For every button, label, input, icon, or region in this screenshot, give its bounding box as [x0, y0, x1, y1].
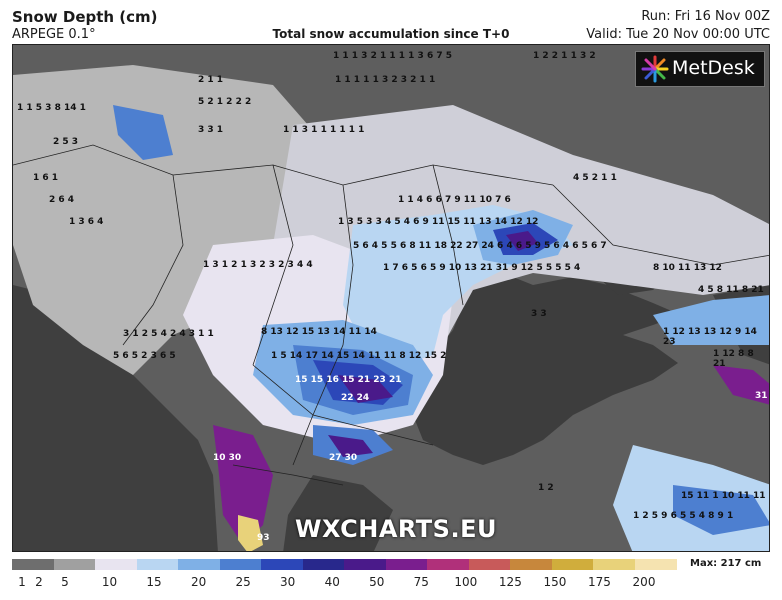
- snow-zone-rhodope-max: [328, 435, 373, 457]
- snow-depth-value-label: 22 24: [341, 393, 370, 403]
- colorbar-segment: [136, 559, 179, 570]
- colorbar-tick-label: 125: [498, 575, 522, 589]
- snow-depth-value-label: 1 1 5 3 8 14 1: [17, 103, 86, 113]
- snow-depth-value-label: 1 1 1 1 1 3 2 3 2 1 1: [335, 75, 436, 85]
- colorbar-segment: [468, 559, 511, 570]
- country-borders: [13, 144, 769, 486]
- snow-depth-value-label: 27 30: [329, 453, 358, 463]
- colorbar-segment: [634, 559, 677, 570]
- snow-depth-value-label: 1 6 1: [33, 173, 59, 183]
- snow-depth-value-label: 15 11 1 10 11 11: [681, 491, 766, 501]
- snow-depth-value-label: 1 3 6 4: [69, 217, 104, 227]
- colorbar-tick-label: 15: [146, 575, 162, 589]
- snow-depth-value-label: 1 2 2 1 1 3 2: [533, 51, 596, 61]
- colorbar: [12, 559, 677, 570]
- colorbar-segment: [12, 559, 54, 570]
- chart-header: Snow Depth (cm) ARPEGE 0.1° Total snow a…: [0, 0, 782, 44]
- colorbar-segment: [261, 559, 303, 570]
- snow-depth-value-label: 5 6 5 2 3 6 5: [113, 351, 176, 361]
- metdesk-starburst-icon: [641, 55, 669, 83]
- snow-depth-value-label: 5 6 4 5 5 6 8 11 18 22 27 24 6 4 6 5 9 5…: [353, 241, 607, 251]
- snow-depth-value-label: 10 30: [213, 453, 242, 463]
- snow-depth-value-label: 1 2 5 9 6 5 5 4 8 9 1: [633, 511, 734, 521]
- snow-zone-anatolia-deep: [673, 485, 769, 535]
- snow-depth-value-label: 2 6 4: [49, 195, 75, 205]
- colorbar-segment: [593, 559, 635, 570]
- colorbar-segment: [385, 559, 428, 570]
- snow-depth-value-label: 1 3 5 3 3 4 5 4 6 9 11 15 11 13 14 12 12: [338, 217, 539, 227]
- run-time: Run: Fri 16 Nov 00Z: [641, 9, 770, 24]
- snow-zone-pindus: [213, 425, 273, 545]
- snow-field-west: [13, 65, 343, 375]
- colorbar-tick-label: 10: [101, 575, 118, 589]
- snow-depth-value-label: 93: [257, 533, 270, 543]
- snow-depth-value-label: 2 5 3: [53, 137, 79, 147]
- colorbar-tick-label: 175: [588, 575, 611, 589]
- colorbar-tick-label: 100: [454, 575, 478, 589]
- colorbar-tick-label: 20: [190, 575, 207, 589]
- colorbar-tick-label: 40: [324, 575, 340, 589]
- snow-depth-value-label: 1 1 1 3 2 1 1 1 1 3 6 7 5: [333, 51, 453, 61]
- snow-zone-north-max: [506, 231, 538, 251]
- colorbar-segment: [178, 559, 220, 570]
- colorbar-segment: [427, 559, 469, 570]
- chart-title: Snow Depth (cm): [12, 8, 158, 26]
- snow-depth-value-label: 3 3 1: [198, 125, 224, 135]
- snow-zone-caucasus-max: [713, 365, 769, 405]
- snow-depth-value-label: 1 7 6 5 6 5 9 10 13 21 31 9 12 5 5 5 5 4: [383, 263, 581, 273]
- colorbar-tick-label: 200: [632, 575, 656, 589]
- snow-depth-value-label: 1 12 8 8 21: [713, 349, 754, 369]
- valid-time: Valid: Tue 20 Nov 00:00 UTC: [586, 27, 770, 42]
- metdesk-logo: MetDesk: [635, 51, 765, 87]
- black-sea: [413, 273, 681, 465]
- snow-zone-caucasus: [653, 295, 769, 345]
- colorbar-tick-label: 30: [280, 575, 296, 589]
- snow-depth-value-label: 1 12 13 13 12 9 14 23: [663, 327, 757, 347]
- adriatic-sea: [13, 285, 218, 551]
- snow-zone-tatra: [113, 105, 173, 160]
- chart-subtitle: Total snow accumulation since T+0: [272, 27, 510, 41]
- snow-depth-value-label: 31: [755, 391, 768, 401]
- watermark: WXCHARTS.EU: [295, 515, 497, 543]
- snow-depth-value-label: 1 5 14 17 14 15 14 11 11 8 12 15 2: [271, 351, 447, 361]
- colorbar-segment: [302, 559, 345, 570]
- snow-depth-value-label: 4 5 2 1 1: [573, 173, 617, 183]
- colorbar-segment: [95, 559, 137, 570]
- colorbar-tick-label: 150: [543, 575, 567, 589]
- snow-depth-value-label: 8 10 11 13 12: [653, 263, 722, 273]
- snow-depth-value-label: 1 2: [538, 483, 554, 493]
- colorbar-tick-label: 2: [35, 575, 43, 589]
- colorbar-tick-label: 50: [369, 575, 385, 589]
- map-canvas: [13, 45, 769, 551]
- snow-depth-value-label: 1 3 1 2 1 3 2 3 2 3 4 4: [203, 260, 313, 270]
- snow-depth-value-label: 8 13 12 15 13 14 11 14: [261, 327, 377, 337]
- snow-depth-value-label: 15 15 16 15 21 23 21: [295, 375, 402, 385]
- colorbar-tick-label: 25: [235, 575, 251, 589]
- colorbar-segment: [551, 559, 594, 570]
- aegean-sea: [283, 475, 393, 551]
- snow-depth-map: MetDesk WXCHARTS.EU 2 1 1 5 2 1 2 2 2 1 1 …: [12, 44, 770, 552]
- colorbar-tick-label: 5: [61, 575, 69, 589]
- model-label: ARPEGE 0.1°: [12, 27, 96, 42]
- snow-depth-value-label: 1 1 3 1 1 1 1 1 1: [283, 125, 365, 135]
- snow-depth-value-label: 3 1 2 5 4 2 4 3 1 1: [123, 329, 214, 339]
- snow-depth-value-label: 2 1 1: [198, 75, 224, 85]
- colorbar-segment: [510, 559, 552, 570]
- logo-text: MetDesk: [672, 57, 755, 79]
- snow-depth-value-label: 3 3: [531, 309, 547, 319]
- colorbar-tick-label: 1: [18, 575, 26, 589]
- max-value-label: Max: 217 cm: [690, 558, 762, 569]
- snow-depth-value-label: 5 2 1 2 2 2: [198, 97, 252, 107]
- snow-depth-value-label: 1 1 4 6 6 7 9 11 10 7 6: [398, 195, 511, 205]
- snow-zone-pindus-max: [238, 515, 263, 551]
- colorbar-segment: [53, 559, 96, 570]
- colorbar-segment: [219, 559, 262, 570]
- snow-zone-25-30: [338, 375, 393, 403]
- colorbar-tick-label: 75: [413, 575, 429, 589]
- snow-depth-value-label: 4 5 8 11 8 21: [698, 285, 764, 295]
- colorbar-segment: [344, 559, 386, 570]
